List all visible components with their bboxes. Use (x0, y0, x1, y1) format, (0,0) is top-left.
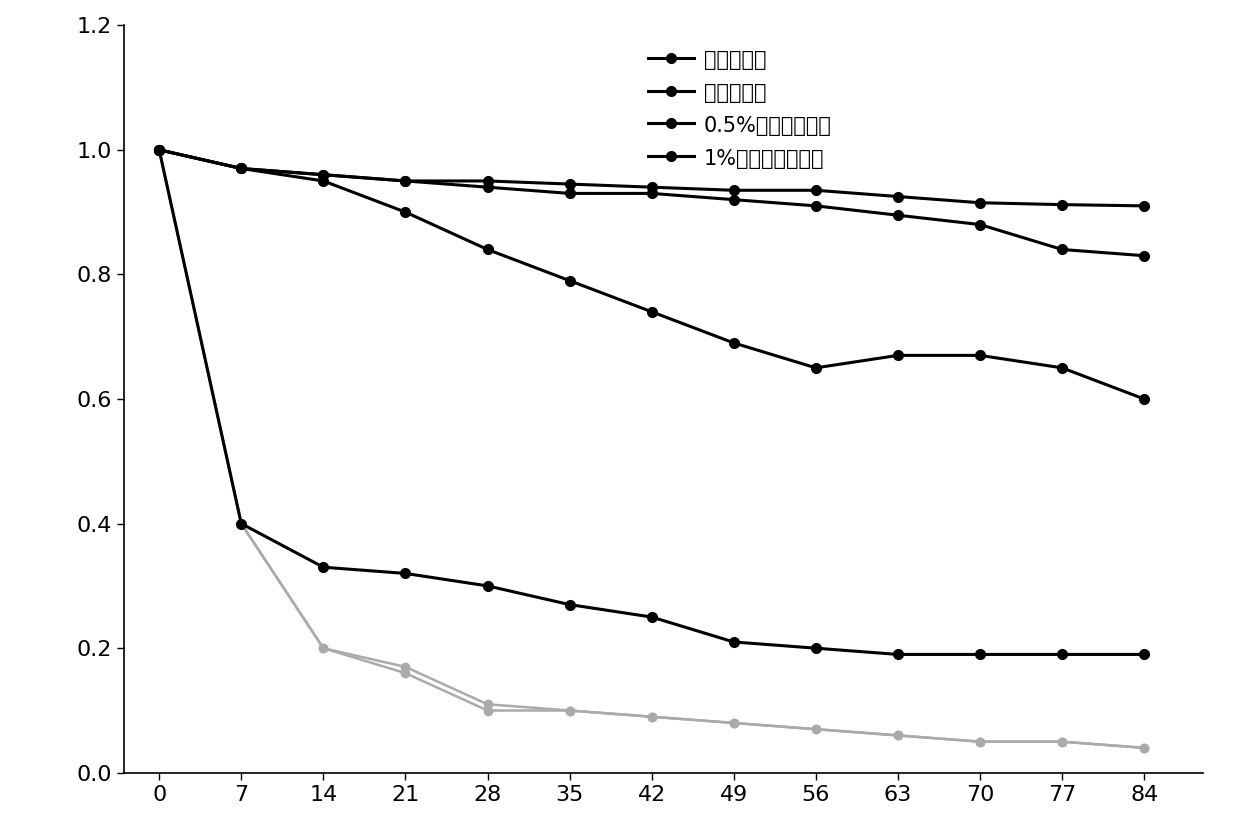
灭菌实验组 (1137, 201, 1152, 211)
0.5%生物炭实验组 (727, 338, 742, 348)
0.5%生物炭实验组 (234, 164, 249, 174)
0.5%生物炭实验组 (972, 350, 987, 360)
0.5%生物炭实验组 (808, 363, 823, 373)
Line: 空白试验组: 空白试验组 (154, 145, 1149, 260)
1%复合材料实验组 (562, 600, 577, 610)
0.5%生物炭实验组 (398, 207, 413, 217)
Line: 灭菌实验组: 灭菌实验组 (154, 145, 1149, 211)
1%复合材料实验组 (316, 562, 331, 572)
0.5%生物炭实验组 (1055, 363, 1070, 373)
1%复合材料实验组 (645, 612, 660, 622)
空白试验组 (972, 219, 987, 229)
灭菌实验组 (480, 176, 495, 186)
1%复合材料实验组 (808, 643, 823, 654)
空白试验组 (808, 201, 823, 211)
灭菌实验组 (645, 182, 660, 192)
空白试验组 (234, 164, 249, 174)
1%复合材料实验组 (234, 518, 249, 528)
灭菌实验组 (316, 170, 331, 180)
空白试验组 (890, 210, 905, 220)
Line: 1%复合材料实验组: 1%复合材料实验组 (154, 145, 1149, 659)
空白试验组 (645, 188, 660, 198)
1%复合材料实验组 (1137, 649, 1152, 659)
灭菌实验组 (808, 186, 823, 196)
0.5%生物炭实验组 (480, 244, 495, 255)
灭菌实验组 (234, 164, 249, 174)
1%复合材料实验组 (890, 649, 905, 659)
空白试验组 (480, 182, 495, 192)
1%复合材料实验组 (151, 144, 166, 155)
空白试验组 (727, 195, 742, 205)
空白试验组 (1055, 244, 1070, 255)
灭菌实验组 (151, 144, 166, 155)
灭菌实验组 (890, 192, 905, 202)
0.5%生物炭实验组 (1137, 394, 1152, 404)
0.5%生物炭实验组 (890, 350, 905, 360)
0.5%生物炭实验组 (316, 176, 331, 186)
空白试验组 (398, 176, 413, 186)
1%复合材料实验组 (972, 649, 987, 659)
0.5%生物炭实验组 (645, 307, 660, 317)
1%复合材料实验组 (398, 569, 413, 579)
1%复合材料实验组 (1055, 649, 1070, 659)
Legend: 灭菌实验组, 空白试验组, 0.5%生物炭实验组, 1%复合材料实验组: 灭菌实验组, 空白试验组, 0.5%生物炭实验组, 1%复合材料实验组 (641, 43, 838, 175)
空白试验组 (316, 170, 331, 180)
灭菌实验组 (398, 176, 413, 186)
灭菌实验组 (727, 186, 742, 196)
灭菌实验组 (562, 179, 577, 189)
空白试验组 (151, 144, 166, 155)
空白试验组 (1137, 250, 1152, 260)
0.5%生物炭实验组 (151, 144, 166, 155)
灭菌实验组 (1055, 200, 1070, 210)
1%复合材料实验组 (480, 581, 495, 591)
0.5%生物炭实验组 (562, 276, 577, 286)
Line: 0.5%生物炭实验组: 0.5%生物炭实验组 (154, 145, 1149, 404)
空白试验组 (562, 188, 577, 198)
1%复合材料实验组 (727, 637, 742, 647)
灭菌实验组 (972, 197, 987, 207)
